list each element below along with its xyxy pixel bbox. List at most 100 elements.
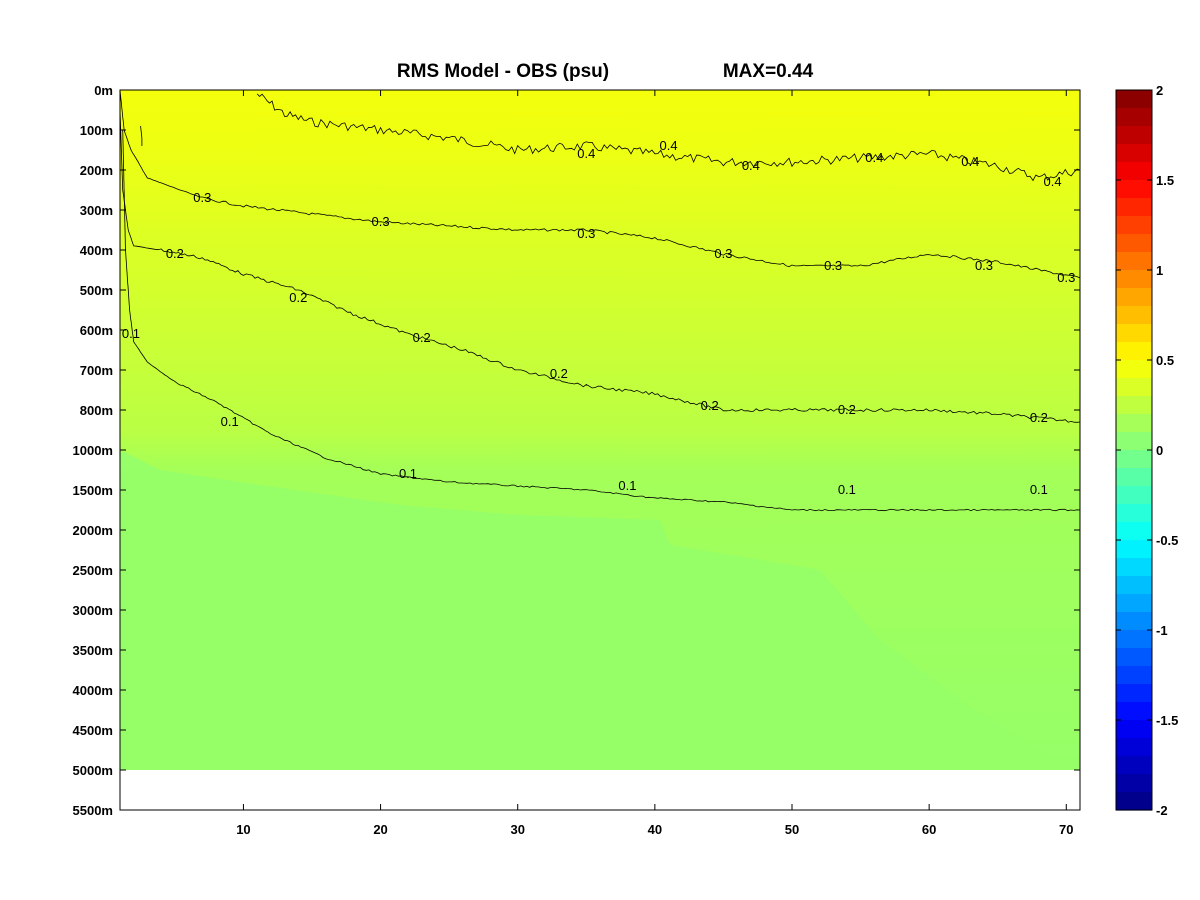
contour-line-0.2: [119, 109, 1081, 423]
contour-label: 0.3: [714, 246, 732, 261]
colorbar-cell: [1116, 738, 1152, 757]
colorbar-cell: [1116, 504, 1152, 523]
colorbar-cell: [1116, 450, 1152, 469]
colorbar-cell: [1116, 360, 1152, 379]
contour-label: 0.2: [1030, 410, 1048, 425]
colorbar-cell: [1116, 162, 1152, 181]
y-tick-label: 1500m: [73, 483, 113, 498]
colorbar-cell: [1116, 792, 1152, 811]
colorbar-cell: [1116, 540, 1152, 559]
contour-lines: [119, 89, 1081, 512]
colorbar-cell: [1116, 396, 1152, 415]
contour-label: 0.3: [1057, 270, 1075, 285]
colorbar-cell: [1116, 774, 1152, 793]
y-tick-label: 600m: [80, 323, 113, 338]
contour-label: 0.3: [975, 258, 993, 273]
y-tick-label: 3500m: [73, 643, 113, 658]
colorbar-cell: [1116, 306, 1152, 325]
x-tick-label: 20: [373, 822, 387, 837]
colorbar-tick-label: -1: [1156, 623, 1168, 638]
max-annotation: MAX=0.44: [723, 61, 814, 82]
y-tick-label: 700m: [80, 363, 113, 378]
colorbar-cell: [1116, 342, 1152, 361]
deep-water-region: [120, 450, 1065, 770]
colorbar-cell: [1116, 468, 1152, 487]
x-tick-label: 70: [1059, 822, 1073, 837]
colorbar-cell: [1116, 486, 1152, 505]
colorbar-cell: [1116, 702, 1152, 721]
contour-label: 0.2: [289, 290, 307, 305]
x-tick-label: 10: [236, 822, 250, 837]
y-tick-label: 5500m: [73, 803, 113, 818]
colorbar-cell: [1116, 558, 1152, 577]
y-tick-label: 1000m: [73, 443, 113, 458]
y-tick-label: 4000m: [73, 683, 113, 698]
colorbar-cell: [1116, 666, 1152, 685]
colorbar-cell: [1116, 270, 1152, 289]
colorbar: 2 1.5 1 0.5 0 -0.5 -1 -1.5 -2: [1115, 83, 1178, 818]
contour-label: 0.4: [961, 154, 979, 169]
y-tick-label: 5000m: [73, 763, 113, 778]
contour-line-0.1: [122, 130, 1081, 512]
colorbar-cell: [1116, 648, 1152, 667]
contour-label: 0.2: [838, 402, 856, 417]
contour-label: 0.4: [577, 146, 595, 161]
plot-area: 0.4 0.4 0.4 0.4 0.4 0.4 0.3 0.3 0.3 0.3 0.3 0.3 0.3 0…: [119, 89, 1081, 811]
colorbar-cell: [1116, 378, 1152, 397]
below-bottom-region: [120, 770, 1080, 810]
contour-label: 0.3: [193, 190, 211, 205]
contour-label: 0.2: [550, 366, 568, 381]
colorbar-tick-label: 1: [1156, 263, 1163, 278]
colorbar-cell: [1116, 180, 1152, 199]
x-tick-label: 30: [510, 822, 524, 837]
x-tick-label: 60: [922, 822, 936, 837]
colorbar-cell: [1116, 234, 1152, 253]
y-tick-label: 2500m: [73, 563, 113, 578]
y-axis: 0m 100m 200m 300m 400m 500m 600m 700m 800m 1000m 1…: [73, 83, 1080, 818]
colorbar-cell: [1116, 720, 1152, 739]
contour-label: 0.3: [372, 214, 390, 229]
y-tick-label: 100m: [80, 123, 113, 138]
colorbar-cell: [1116, 576, 1152, 595]
colorbar-cells: [1116, 90, 1152, 811]
colorbar-cell: [1116, 288, 1152, 307]
colorbar-ticks: 2 1.5 1 0.5 0 -0.5 -1 -1.5 -2: [1116, 83, 1178, 818]
contour-label: 0.3: [577, 226, 595, 241]
colorbar-cell: [1116, 630, 1152, 649]
colorbar-cell: [1116, 108, 1152, 127]
contour-label: 0.1: [399, 466, 417, 481]
contour-label: 0.4: [865, 150, 883, 165]
chart-title: RMS Model - OBS (psu): [397, 61, 609, 82]
colorbar-cell: [1116, 126, 1152, 145]
contour-labels: 0.4 0.4 0.4 0.4 0.4 0.4 0.3 0.3 0.3 0.3 0.3 0.3 0.3 0…: [122, 138, 1075, 497]
colorbar-cell: [1116, 612, 1152, 631]
colorbar-cell: [1116, 594, 1152, 613]
y-tick-label: 500m: [80, 283, 113, 298]
contour-label: 0.4: [660, 138, 678, 153]
colorbar-tick-label: 0: [1156, 443, 1163, 458]
contour-label: 0.1: [122, 326, 140, 341]
y-tick-label: 2000m: [73, 523, 113, 538]
colorbar-tick-label: -2: [1156, 803, 1168, 818]
y-tick-label: 300m: [80, 203, 113, 218]
colorbar-tick-label: -0.5: [1156, 533, 1178, 548]
contour-label: 0.2: [701, 398, 719, 413]
contour-label: 0.2: [166, 246, 184, 261]
contour-label: 0.1: [1030, 482, 1048, 497]
contour-label: 0.1: [618, 478, 636, 493]
contour-label: 0.4: [742, 158, 760, 173]
x-tick-label: 40: [648, 822, 662, 837]
colorbar-cell: [1116, 756, 1152, 775]
chart-title-group: RMS Model - OBS (psu) MAX=0.44: [397, 61, 814, 82]
x-tick-label: 50: [785, 822, 799, 837]
colorbar-tick-label: 0.5: [1156, 353, 1174, 368]
colorbar-cell: [1116, 252, 1152, 271]
y-tick-label: 3000m: [73, 603, 113, 618]
contour-line-0.3: [119, 89, 1081, 279]
colorbar-cell: [1116, 414, 1152, 433]
colorbar-cell: [1116, 522, 1152, 541]
contour-label: 0.1: [221, 414, 239, 429]
colorbar-cell: [1116, 90, 1152, 109]
colorbar-tick-label: 2: [1156, 83, 1163, 98]
